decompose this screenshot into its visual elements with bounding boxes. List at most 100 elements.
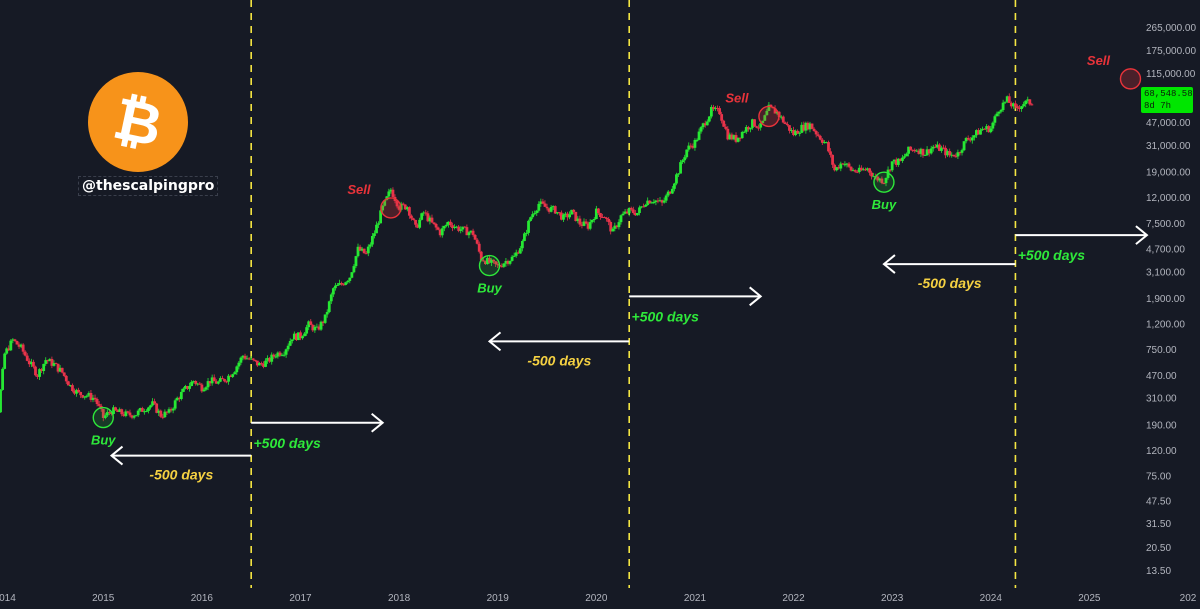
candle-up [862, 167, 865, 171]
candle-body [455, 226, 459, 228]
candle-up [350, 271, 354, 279]
candle-body [989, 128, 993, 133]
candle-down [122, 411, 126, 417]
candle-body [615, 225, 619, 228]
candle-down [913, 148, 917, 153]
candle-up [334, 282, 337, 291]
candle-body [574, 211, 578, 222]
candle-body [923, 154, 927, 156]
candle-up [192, 380, 196, 384]
candle-body [469, 230, 473, 233]
candle-body [442, 225, 446, 229]
candle-up [151, 398, 154, 407]
candle-body [177, 397, 181, 400]
candle-body [588, 222, 592, 229]
candle-up [379, 209, 383, 224]
candle-up [444, 222, 448, 228]
candle-down [802, 121, 806, 132]
candle-up [235, 365, 239, 375]
candle-up [44, 357, 48, 366]
candle-down [1018, 105, 1021, 112]
minus-500-days: -500 days [487, 331, 630, 368]
candle-up [405, 206, 409, 212]
candle-body [979, 130, 982, 135]
candle-down [299, 330, 302, 341]
candle-body [56, 363, 60, 372]
candle-body [208, 381, 212, 384]
candle-up [658, 196, 662, 202]
candle-body [233, 372, 237, 375]
candle-down [114, 406, 117, 411]
candle-body [243, 355, 247, 359]
candle-up [896, 158, 900, 167]
candle-up [508, 260, 512, 266]
candle-down [615, 224, 619, 229]
candle-body [321, 321, 325, 323]
candle-body [342, 284, 346, 286]
candle-body [260, 363, 263, 365]
candle-up [991, 121, 995, 132]
day-offset-arrows: -500 days +500 days -500 days +500 days -500… [109, 225, 1149, 483]
candle-body [1003, 101, 1007, 103]
candle-body [192, 381, 196, 383]
candle-down [553, 205, 557, 215]
candle-body [165, 411, 169, 413]
candle-body [245, 358, 249, 360]
candle-down [321, 320, 325, 326]
candle-down [859, 165, 863, 172]
candle-down [214, 379, 218, 384]
candle-body [163, 411, 167, 418]
candle-body [492, 259, 496, 262]
candle-body [962, 141, 966, 151]
candle-down [251, 358, 255, 362]
candle-up [592, 217, 596, 223]
x-tick-label: 2023 [881, 593, 904, 604]
candle-up [588, 219, 592, 231]
candle-body [149, 405, 152, 408]
candle-body [447, 221, 450, 225]
candle-up [184, 384, 187, 390]
candle-down [309, 319, 313, 325]
candle-up [527, 219, 530, 236]
candle-body [449, 221, 452, 226]
candle-up [360, 246, 364, 252]
candle-body [623, 211, 627, 214]
candle-body [759, 123, 763, 128]
candle-down [449, 219, 452, 227]
candle-up [997, 111, 1001, 117]
candle-body [420, 213, 424, 220]
candle-body [403, 204, 407, 210]
candle-up [504, 258, 508, 267]
candle-up [377, 221, 380, 228]
candle-body [461, 226, 465, 230]
candle-body [812, 128, 816, 131]
x-tick-label: 202 [1180, 593, 1197, 604]
candle-body [617, 222, 621, 228]
candle-body [451, 225, 454, 229]
candle-down [541, 198, 545, 205]
candle-up [356, 243, 360, 258]
candle-up [804, 121, 808, 134]
candle-body [340, 283, 343, 285]
candle-down [942, 144, 945, 150]
candle-down [56, 363, 60, 374]
candle-body [490, 259, 493, 263]
candle-up [1024, 100, 1028, 108]
candle-up [964, 136, 968, 144]
candle-up [218, 376, 222, 383]
candle-up [375, 221, 378, 234]
candle-down [506, 259, 510, 266]
candle-body [783, 122, 787, 125]
candle-up [707, 116, 711, 123]
candle-down [36, 373, 39, 380]
candle-body [101, 409, 105, 418]
candle-body [892, 159, 896, 162]
candle-body [46, 360, 50, 362]
candle-body [543, 203, 547, 207]
candle-body [592, 219, 596, 221]
candle-up [286, 343, 290, 352]
candle-body [1009, 102, 1013, 107]
candle-body [325, 312, 329, 315]
